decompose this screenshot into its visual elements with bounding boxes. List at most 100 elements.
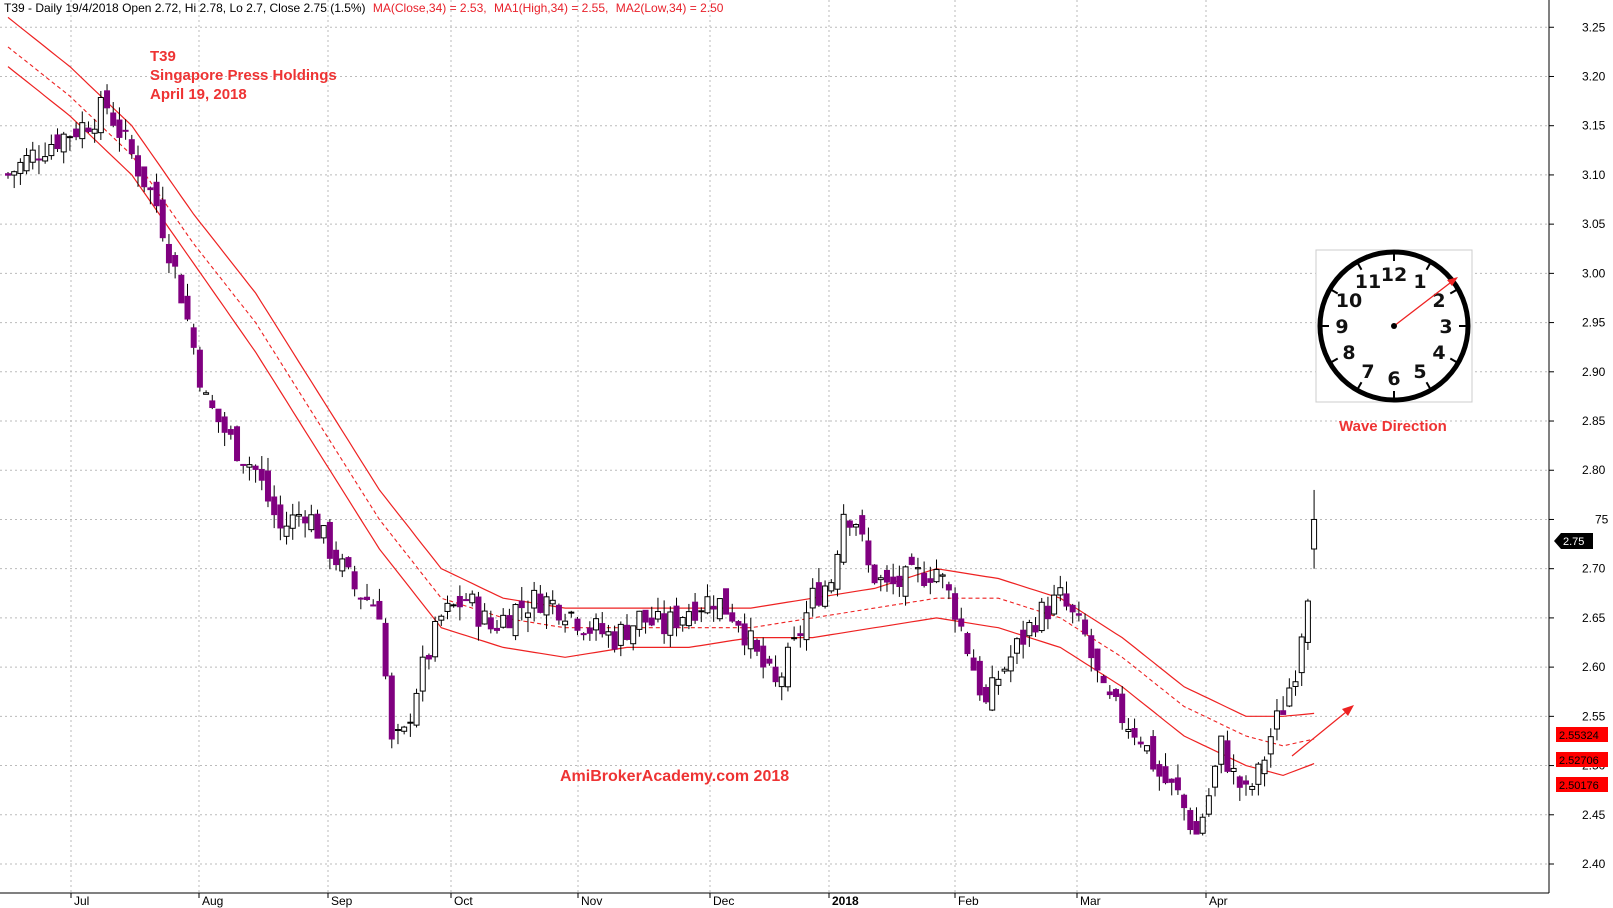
company-label: Singapore Press Holdings <box>150 67 337 84</box>
header-prefix: T39 - Daily 19/4/2018 Open 2.72, Hi 2.78… <box>4 1 366 15</box>
candle-body <box>432 620 439 658</box>
candle-body <box>271 496 278 516</box>
candle-body <box>5 173 11 176</box>
candle-body <box>469 593 476 604</box>
candle-body <box>264 470 271 502</box>
candle-body <box>1044 605 1051 620</box>
candle-body <box>760 645 767 668</box>
candle-body <box>221 416 228 433</box>
candle-body <box>933 569 940 583</box>
x-tick-label: Nov <box>581 894 602 908</box>
x-tick-label: Feb <box>958 894 979 908</box>
candle-body <box>667 611 674 636</box>
candle-body <box>1280 710 1287 715</box>
candle-body <box>574 618 581 631</box>
candle-body <box>1075 613 1082 616</box>
candle-body <box>326 521 333 559</box>
candle-body <box>704 596 711 614</box>
x-tick-label: Jul <box>74 894 89 908</box>
y-tick-label: 2.55 <box>1582 709 1606 723</box>
candle-body <box>1174 777 1181 791</box>
candle-body <box>345 557 352 568</box>
candle-body <box>1230 767 1237 773</box>
candle-body <box>1236 776 1243 788</box>
header-ma-high: MA1(High,34) = 2.55, <box>494 1 608 15</box>
candle-body <box>617 623 624 646</box>
candle-body <box>983 686 990 703</box>
clock-center <box>1391 323 1397 329</box>
candle-body <box>1001 668 1008 672</box>
clock-number: 8 <box>1342 342 1355 364</box>
x-tick-label: Sep <box>331 894 353 908</box>
candle-body <box>1311 518 1318 550</box>
candle-body <box>1162 766 1169 784</box>
candle-body <box>357 597 364 600</box>
candle-body <box>648 617 655 626</box>
candle-body <box>246 464 253 468</box>
watermark: AmiBrokerAcademy.com 2018 <box>560 768 789 785</box>
candle-body <box>624 624 630 640</box>
ma-high-tag: 2.55324 <box>1556 727 1608 742</box>
candle-body <box>902 566 909 597</box>
candle-body <box>883 569 890 583</box>
candle-body <box>1094 648 1101 671</box>
candle-body <box>1032 625 1039 633</box>
candle-body <box>364 596 371 601</box>
candle-body <box>611 631 618 650</box>
x-tick-label: Dec <box>713 894 734 908</box>
candle-body <box>1249 785 1256 790</box>
candle-body <box>128 139 135 155</box>
candle-body <box>190 327 197 348</box>
y-tick-label: 3.25 <box>1582 20 1606 34</box>
clock-number: 10 <box>1336 290 1362 312</box>
candle-body <box>178 274 185 304</box>
candle-body <box>828 582 835 592</box>
candle-body <box>1026 622 1033 637</box>
y-tick-label: 2.40 <box>1582 857 1606 871</box>
clock-tick <box>1425 263 1431 271</box>
date-label: April 19, 2018 <box>150 86 247 103</box>
candle-body <box>116 119 123 138</box>
candle-body <box>512 604 519 637</box>
candle-body <box>141 166 148 188</box>
candle-body <box>735 621 742 626</box>
y-tick-label: 2.70 <box>1582 562 1606 576</box>
candle-body <box>1069 604 1076 613</box>
candle-body <box>494 627 501 631</box>
candle-body <box>91 128 98 134</box>
candle-body <box>1304 600 1311 643</box>
candle-body <box>605 631 612 636</box>
candle-body <box>60 133 67 153</box>
candle-body <box>240 463 247 466</box>
candle-body <box>110 112 117 126</box>
header-text: T39 - Daily 19/4/2018 Open 2.72, Hi 2.78… <box>4 1 724 15</box>
candle-body <box>1212 765 1219 788</box>
candle-body <box>593 618 600 631</box>
candle-body <box>481 610 488 625</box>
candle-body <box>580 633 587 636</box>
last-price-tag: 2.75 <box>1554 533 1593 549</box>
candle-body <box>853 524 860 528</box>
candle-body <box>351 571 358 590</box>
candle-body <box>456 595 463 608</box>
candle-body <box>877 577 884 581</box>
candle-body <box>822 585 829 607</box>
candle-body <box>1119 693 1126 724</box>
x-tick-label: Mar <box>1080 894 1101 908</box>
candle-body <box>679 617 686 626</box>
candle-body <box>438 615 445 621</box>
ma-close-line <box>7 46 1315 747</box>
candle-body <box>376 600 383 620</box>
candle-body <box>741 623 748 646</box>
candle-body <box>1143 745 1150 752</box>
candle-body <box>79 122 86 140</box>
price-grid <box>0 26 1549 865</box>
candle-body <box>531 589 538 609</box>
candle-body <box>1051 594 1058 615</box>
candle-body <box>716 598 723 620</box>
candle-body <box>159 199 166 239</box>
candle-body <box>283 525 290 537</box>
candle-body <box>524 612 531 618</box>
candle-body <box>555 604 562 621</box>
